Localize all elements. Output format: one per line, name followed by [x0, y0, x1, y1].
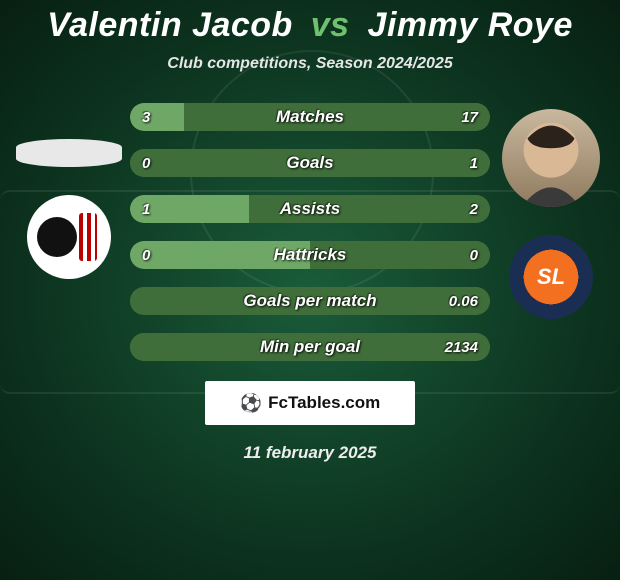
player2-avatar — [502, 109, 600, 207]
stat-bar: 0Goals1 — [130, 149, 490, 177]
stat-label: Hattricks — [130, 241, 490, 269]
stat-bar: Goals per match0.06 — [130, 287, 490, 315]
subtitle: Club competitions, Season 2024/2025 — [0, 55, 620, 73]
content-root: Valentin Jacob vs Jimmy Roye Club compet… — [0, 0, 620, 580]
stat-bar: 0Hattricks0 — [130, 241, 490, 269]
player1-avatar — [16, 139, 122, 167]
stat-bar: 3Matches17 — [130, 103, 490, 131]
stat-label: Min per goal — [130, 333, 490, 361]
stat-value-right: 2 — [470, 195, 478, 223]
right-column — [496, 103, 606, 361]
face-icon — [502, 109, 600, 207]
stat-bar: Min per goal2134 — [130, 333, 490, 361]
comparison-panel: 3Matches170Goals11Assists20Hattricks0Goa… — [0, 103, 620, 361]
date-text: 11 february 2025 — [0, 443, 620, 463]
stat-label: Goals per match — [130, 287, 490, 315]
club2-badge — [509, 235, 593, 319]
stat-bar: 1Assists2 — [130, 195, 490, 223]
stat-bars: 3Matches170Goals11Assists20Hattricks0Goa… — [124, 103, 496, 361]
stat-label: Matches — [130, 103, 490, 131]
brand-text: FcTables.com — [268, 393, 380, 413]
club1-badge — [27, 195, 111, 279]
soccer-ball-icon: ⚽ — [240, 393, 262, 414]
stat-value-right: 2134 — [445, 333, 478, 361]
brand-badge: ⚽ FcTables.com — [205, 381, 415, 425]
stat-label: Goals — [130, 149, 490, 177]
player2-name: Jimmy Roye — [368, 6, 573, 44]
stat-value-right: 0 — [470, 241, 478, 269]
player1-name: Valentin Jacob — [47, 6, 293, 44]
stat-label: Assists — [130, 195, 490, 223]
vs-text: vs — [311, 6, 350, 44]
left-column — [14, 103, 124, 361]
stat-value-right: 0.06 — [449, 287, 478, 315]
page-title: Valentin Jacob vs Jimmy Roye — [0, 0, 620, 45]
stat-value-right: 1 — [470, 149, 478, 177]
stat-value-right: 17 — [461, 103, 478, 131]
